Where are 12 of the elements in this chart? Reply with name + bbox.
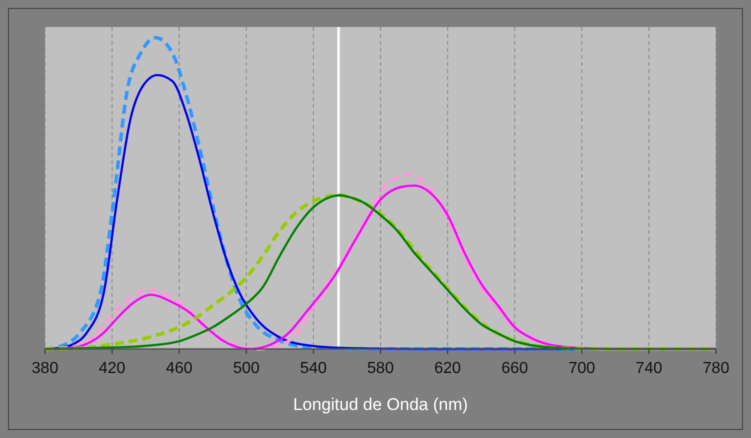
x-tick-label: 540 (300, 360, 327, 377)
x-tick-label: 620 (434, 360, 462, 377)
x-tick-label: 380 (32, 360, 58, 377)
x-tick-label: 420 (98, 360, 126, 377)
x-tick-label: 660 (501, 360, 528, 377)
x-tick-label: 500 (232, 360, 260, 377)
x-tick-label: 460 (166, 360, 193, 377)
x-tick-label: 700 (568, 360, 596, 377)
x-tick-label: 740 (636, 360, 662, 377)
x-tick-label: 780 (702, 360, 730, 377)
x-tick-label: 580 (367, 360, 394, 377)
x-axis-title: Longitud de Onda (nm) (293, 395, 468, 414)
